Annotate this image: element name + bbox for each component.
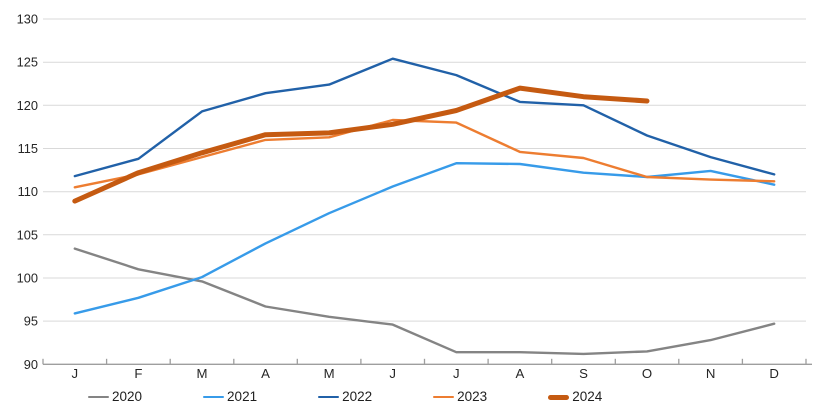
x-axis-label-1: F: [134, 366, 142, 381]
y-axis-label-115: 115: [18, 141, 38, 156]
y-axis-label-95: 95: [24, 314, 38, 329]
series-line-2023: [73, 118, 776, 189]
x-axis-label-0: J: [72, 366, 79, 381]
chart-legend: 2020 2021 2022 2023 2024: [88, 389, 602, 405]
x-axis-label-8: S: [579, 366, 588, 381]
legend-label-2024: 2024: [572, 389, 603, 404]
x-axis-label-10: N: [706, 366, 716, 381]
legend-swatch-2020: [88, 395, 109, 399]
x-axis-label-2: M: [197, 366, 208, 381]
x-axis-label-5: J: [389, 366, 396, 381]
x-axis-label-11: D: [769, 366, 779, 381]
x-axis-label-6: J: [453, 366, 460, 381]
legend-item-2024: 2024: [548, 389, 602, 405]
y-axis-label-125: 125: [17, 55, 38, 70]
y-axis-label-100: 100: [17, 271, 38, 286]
legend-label-2020: 2020: [112, 389, 143, 404]
series-line-2020: [73, 247, 776, 356]
y-axis-labels: 130 125 120 115 110 105 100 95 90: [17, 12, 38, 372]
legend-swatch-2024: [548, 394, 570, 400]
legend-swatch-2022: [318, 395, 340, 399]
legend-item-2020: 2020: [88, 389, 142, 405]
series-lines: [72, 57, 776, 356]
y-axis-label-130: 130: [17, 12, 38, 27]
x-axis-label-7: A: [516, 366, 525, 381]
legend-item-2021: 2021: [203, 389, 257, 405]
x-axis: [42, 358, 812, 365]
series-line-2021: [73, 161, 776, 315]
y-axis-label-105: 105: [17, 227, 38, 242]
x-axis-label-9: O: [642, 366, 652, 381]
legend-item-2022: 2022: [318, 389, 372, 405]
series-line-2022: [73, 57, 776, 178]
legend-item-2023: 2023: [433, 389, 487, 405]
gridlines: [43, 18, 806, 322]
legend-label-2023: 2023: [457, 389, 488, 404]
legend-label-2021: 2021: [227, 389, 258, 404]
legend-label-2022: 2022: [342, 389, 373, 404]
y-axis-label-110: 110: [18, 184, 38, 199]
legend-swatch-2021: [203, 395, 225, 399]
legend-swatch-2023: [433, 395, 455, 399]
series-line-2024: [72, 85, 650, 204]
x-axis-label-3: A: [261, 366, 270, 381]
y-axis-label-90: 90: [24, 357, 38, 372]
x-axis-label-4: M: [324, 366, 335, 381]
y-axis-label-120: 120: [17, 98, 38, 113]
